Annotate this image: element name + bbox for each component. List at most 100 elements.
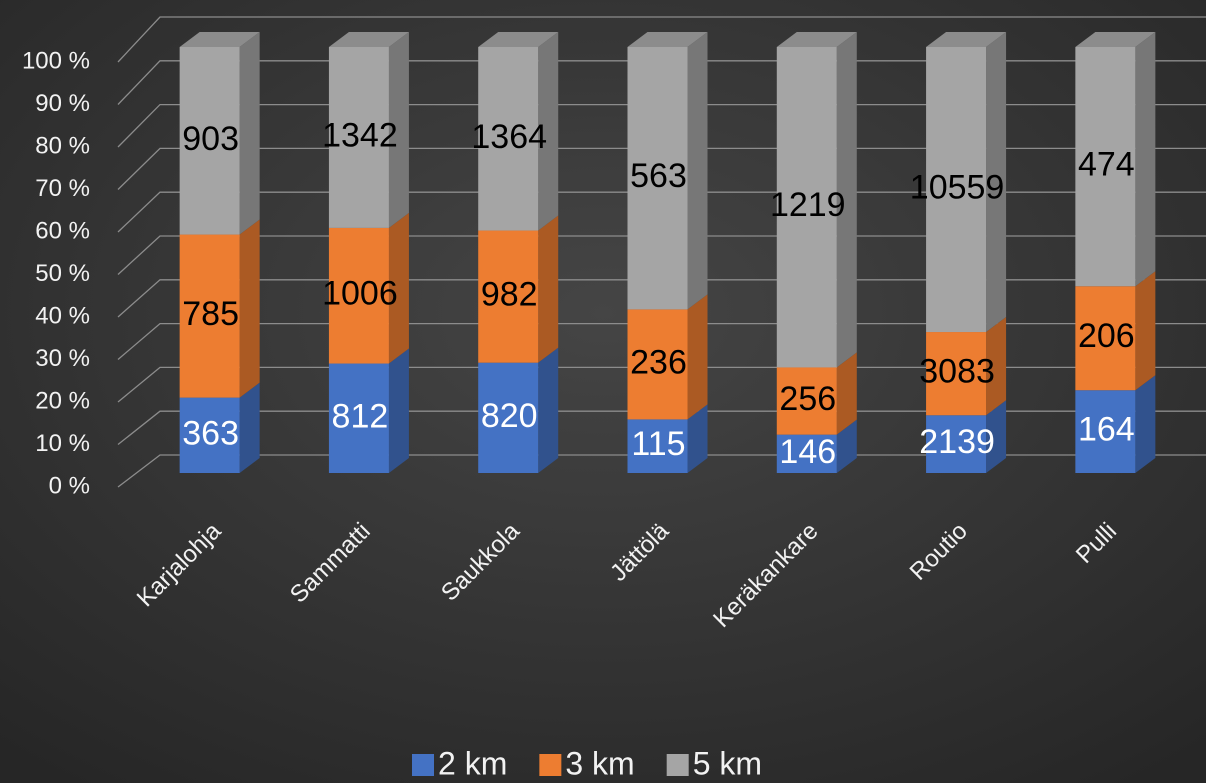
data-label: 1364 <box>471 118 547 156</box>
bar-top <box>1075 32 1156 47</box>
bar-segment <box>776 367 837 435</box>
data-label: 3083 <box>919 353 995 391</box>
bar-top <box>179 32 260 47</box>
bar-side <box>836 419 857 473</box>
data-label: 1006 <box>322 275 398 313</box>
legend-label: 3 km <box>565 745 634 781</box>
grid-line <box>117 60 1206 105</box>
bar-segment <box>179 397 240 473</box>
y-tick-label: 80 % <box>35 132 90 159</box>
bar-side <box>836 352 857 435</box>
data-label: 236 <box>630 343 687 381</box>
data-label: 2139 <box>919 423 995 461</box>
bar-side <box>538 215 559 363</box>
data-label: 820 <box>481 397 538 435</box>
bar-segment <box>1075 286 1136 391</box>
bar-segment <box>328 47 389 228</box>
bar-side <box>1135 32 1156 287</box>
y-tick-label: 30 % <box>35 345 90 372</box>
bar-segment <box>926 332 987 416</box>
legend-swatch <box>539 754 562 776</box>
bar-segment <box>776 434 837 473</box>
grid-line <box>117 147 1206 190</box>
bar-segment <box>926 415 987 473</box>
bar-side <box>388 212 409 364</box>
bar-top <box>478 32 559 47</box>
bar-segment <box>627 47 688 310</box>
grid-line <box>117 16 1206 63</box>
bar-side <box>986 400 1007 473</box>
grid-line <box>117 235 1206 275</box>
bar-side <box>687 404 708 473</box>
data-label: 10559 <box>910 169 1005 207</box>
data-label: 812 <box>332 397 389 435</box>
bar-segment <box>776 47 837 368</box>
grid-line <box>117 410 1206 446</box>
data-label: 206 <box>1078 317 1135 355</box>
bar-side <box>986 32 1007 333</box>
bar-segment <box>179 234 240 398</box>
bar-side <box>538 32 559 231</box>
bar-segment <box>478 47 539 231</box>
data-label: 1342 <box>322 116 398 154</box>
bar-side <box>1135 271 1156 391</box>
bar-segment <box>627 309 688 420</box>
legend-swatch <box>412 754 434 776</box>
y-tick-label: 100 % <box>22 47 90 74</box>
bar-side <box>388 348 409 473</box>
bar-segment <box>478 362 539 473</box>
grid-line <box>117 191 1206 233</box>
data-label: 1219 <box>770 186 846 224</box>
bar-segment <box>328 363 389 473</box>
bar-side <box>239 382 260 473</box>
legend-label: 2 km <box>438 745 507 781</box>
y-tick-label: 60 % <box>35 217 90 244</box>
bar-side <box>687 294 708 420</box>
bar-segment <box>627 419 688 473</box>
legend-label: 5 km <box>693 745 762 781</box>
y-tick-label: 20 % <box>35 387 90 414</box>
bar-top <box>926 32 1007 47</box>
bar-side <box>239 219 260 398</box>
data-label: 164 <box>1078 411 1135 449</box>
bar-segment <box>478 230 539 363</box>
bar-side <box>986 317 1007 416</box>
bar-segment <box>1075 390 1136 473</box>
grid-line <box>117 322 1206 360</box>
grid-line <box>117 454 1206 488</box>
data-label: 563 <box>630 157 687 195</box>
grid-line <box>117 103 1206 148</box>
grid-line <box>117 366 1206 403</box>
bar-side <box>538 347 559 473</box>
bar-segment <box>328 227 389 364</box>
bar-side <box>687 32 708 310</box>
grid-line <box>117 279 1206 318</box>
bar-segment <box>179 47 240 235</box>
bar-segment <box>1075 47 1136 287</box>
bar-side <box>836 32 857 368</box>
legend: 2 km 3 km 5 km <box>412 745 762 781</box>
y-tick-label: 70 % <box>35 175 90 202</box>
bar-segment <box>926 47 987 333</box>
data-label: 474 <box>1078 146 1135 184</box>
y-tick-label: 0 % <box>49 472 90 499</box>
bar-side <box>1135 375 1156 473</box>
legend-swatch <box>666 754 689 776</box>
bar-side <box>388 32 409 228</box>
bar-top <box>627 32 708 47</box>
bar-side <box>239 32 260 235</box>
y-tick-label: 50 % <box>35 260 90 287</box>
data-label: 903 <box>182 120 239 158</box>
y-tick-label: 10 % <box>35 430 90 457</box>
data-label: 982 <box>481 276 538 314</box>
data-label: 785 <box>182 295 239 333</box>
y-tick-label: 40 % <box>35 302 90 329</box>
y-tick-label: 90 % <box>35 90 90 117</box>
data-label: 115 <box>631 425 685 463</box>
bar-top <box>328 32 409 47</box>
bar-top <box>776 32 857 47</box>
data-label: 363 <box>182 414 239 452</box>
data-label: 256 <box>779 380 836 418</box>
data-label: 146 <box>779 433 836 471</box>
